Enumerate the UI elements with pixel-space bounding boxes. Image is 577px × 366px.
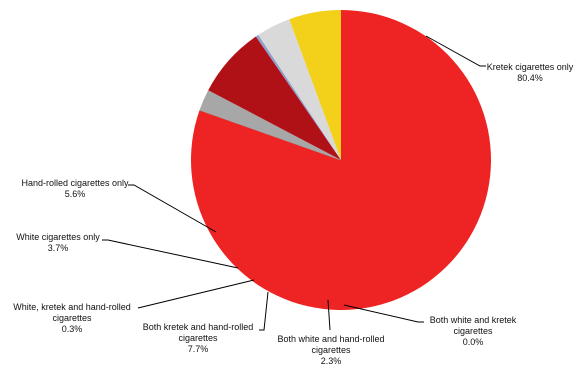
slice-label-white-cigarettes-only: White cigarettes only 3.7% (16, 232, 100, 253)
slice-category-label: Kretek cigarettes only (487, 62, 574, 72)
leader-line-both-white-and-hand-rolled-cigarettes (327, 299, 331, 331)
leader-line-white-cigarettes-only (102, 239, 239, 269)
slice-label-both-white-and-kretek-cigarettes: Both white and kretek cigarettes 0.0% (430, 315, 517, 347)
slice-label-hand-rolled-cigarettes-only: Hand-rolled cigarettes only 5.6% (21, 178, 129, 199)
slice-category-label: White, kretek and hand-rolled (13, 302, 131, 312)
pie-slice-white-cigarettes-only (258, 19, 341, 160)
slice-value-label: 5.6% (65, 189, 86, 199)
slice-value-label: 7.7% (188, 344, 209, 354)
slice-labels: Kretek cigarettes only 80.4% Both white an… (13, 62, 574, 366)
slice-value-label: 3.7% (48, 243, 69, 253)
slice-value-label: 0.3% (62, 324, 83, 334)
slice-label-both-kretek-and-hand-rolled-cigarettes: Both kretek and hand-rolled cigarettes 7.7… (143, 322, 254, 354)
pie-slices (190, 10, 491, 310)
pie-slice-both-kretek-and-hand-rolled-cigarettes (208, 36, 341, 160)
slice-category-label: Hand-rolled cigarettes only (21, 178, 129, 188)
slice-label-kretek-cigarettes-only: Kretek cigarettes only 80.4% (487, 62, 574, 83)
leader-line-both-white-and-kretek-cigarettes (343, 304, 424, 323)
slice-category-label: cigarettes (453, 326, 493, 336)
slice-category-label: cigarettes (52, 313, 92, 323)
slice-category-label: cigarettes (311, 345, 351, 355)
leader-line-kretek-cigarettes-only (425, 35, 486, 67)
slice-value-label: 2.3% (321, 356, 342, 366)
slice-label-both-white-and-hand-rolled-cigarettes: Both white and hand-rolled cigarettes 2.3% (277, 334, 384, 366)
slice-category-label: Both kretek and hand-rolled (143, 322, 254, 332)
slice-label-white-kretek-and-hand-rolled-cigarettes: White, kretek and hand-rolled cigarettes 0… (13, 302, 131, 334)
pie-slice-both-white-and-hand-rolled-cigarettes (199, 90, 341, 160)
leader-line-hand-rolled-cigarettes-only (128, 184, 217, 233)
slice-category-label: Both white and kretek (430, 315, 517, 325)
slice-category-label: Both white and hand-rolled (277, 334, 384, 344)
slice-category-label: White cigarettes only (16, 232, 100, 242)
slice-value-label: 80.4% (517, 73, 543, 83)
pie-slice-white-kretek-and-hand-rolled-cigarettes (255, 34, 341, 160)
leader-line-both-kretek-and-hand-rolled-cigarettes (259, 291, 269, 331)
slice-category-label: cigarettes (178, 333, 218, 343)
leader-lines (102, 35, 486, 331)
leader-line-white-kretek-and-hand-rolled-cigarettes (137, 279, 255, 309)
pie-slice-hand-rolled-cigarettes-only (289, 10, 341, 160)
slice-value-label: 0.0% (463, 337, 484, 347)
